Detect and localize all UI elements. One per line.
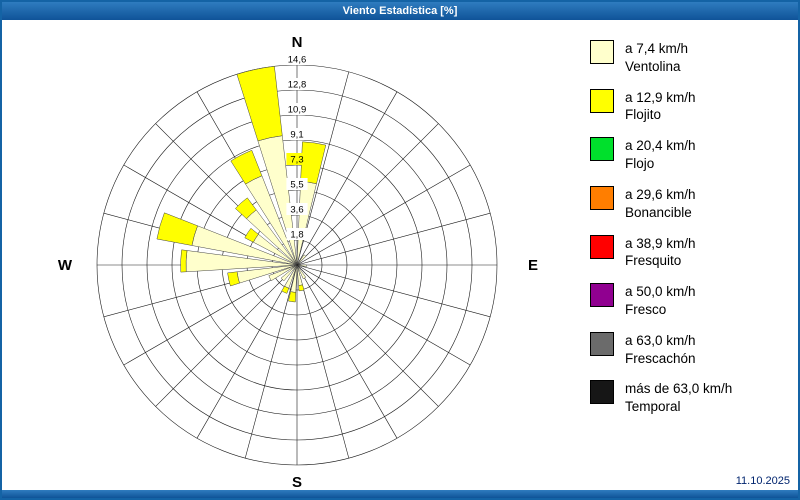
legend-item: a 12,9 km/h Flojito: [590, 88, 732, 125]
legend-item: a 38,9 km/h Fresquito: [590, 234, 732, 271]
tick-label-bg: [283, 78, 311, 90]
bar-segment-flojito: [180, 249, 188, 273]
window-title: Viento Estadística [%]: [342, 5, 458, 17]
legend-color-swatch: [590, 380, 614, 405]
legend-label: a 29,6 km/h Bonancible: [625, 186, 696, 222]
legend-color-swatch: [590, 283, 614, 308]
legend-name: Bonancible: [625, 204, 692, 220]
radial-tick-labels: 1,8 3,6 5,5 7,3 9,1 10,9 12,8 14,6: [283, 53, 311, 241]
bar-segment-flojito: [235, 197, 257, 220]
legend-speed: a 29,6 km/h: [625, 186, 696, 202]
legend-name: Ventolina: [625, 58, 681, 74]
tick-label: 10,9: [288, 105, 307, 116]
bar-segment-ventolina: [297, 254, 307, 265]
tick-label-bg: [286, 128, 308, 140]
bar-segment-flojito: [298, 284, 305, 292]
bar-segment-flojito: [244, 227, 259, 243]
legend-name: Flojo: [625, 156, 655, 172]
legend-name: Fresco: [625, 301, 667, 317]
bar-segment-flojito: [230, 149, 263, 185]
legend-color-swatch: [590, 185, 614, 210]
legend-speed: a 12,9 km/h: [625, 89, 696, 105]
legend-label: a 7,4 km/h Ventolina: [625, 40, 688, 76]
legend-label: a 12,9 km/h Flojito: [625, 89, 696, 125]
legend-speed: a 20,4 km/h: [625, 138, 696, 154]
bar-segment-flojito: [281, 285, 290, 294]
compass-east: E: [528, 257, 538, 274]
tick-label: 14,6: [288, 55, 307, 66]
tick-label-bg: [286, 228, 308, 240]
legend-label: a 38,9 km/h Fresquito: [625, 235, 696, 271]
legend-item: a 20,4 km/h Flojo: [590, 137, 732, 173]
bottom-bar: [2, 490, 798, 498]
tick-label: 3,6: [290, 205, 303, 216]
bar-segment-ventolina: [296, 181, 317, 265]
bar-segment-flojito: [236, 66, 283, 142]
bar-segment-flojito: [156, 212, 198, 246]
compass-south: S: [292, 474, 302, 491]
wind-rose-chart: 1,8 3,6 5,5 7,3 9,1 10,9 12,8 14,6 N S W E: [58, 34, 538, 491]
tick-label-bg: [283, 103, 311, 115]
legend-name: Fresquito: [625, 253, 682, 269]
legend-speed: a 63,0 km/h: [625, 332, 696, 348]
wind-rose-bars: [156, 66, 327, 303]
legend-item: a 29,6 km/h Bonancible: [590, 185, 732, 222]
legend-speed: más de 63,0 km/h: [625, 381, 733, 397]
legend-name: Flojito: [625, 107, 662, 123]
compass-north: N: [292, 34, 303, 51]
legend-color-swatch: [590, 40, 614, 64]
legend-item: a 63,0 km/h Frescachón: [590, 331, 732, 368]
legend-color-swatch: [590, 137, 614, 162]
bar-segment-flojito: [227, 271, 240, 287]
legend: a 7,4 km/h Ventolina a 12,9 km/h Flojito a 2…: [590, 40, 732, 429]
legend-label: a 63,0 km/h Frescachón: [625, 332, 696, 368]
legend-label: más de 63,0 km/h Temporal: [625, 380, 732, 416]
bar-segment-ventolina: [297, 265, 307, 280]
bar-segment-flojito: [288, 291, 297, 303]
legend-color-swatch: [590, 331, 614, 356]
legend-label: a 20,4 km/h Flojo: [625, 137, 696, 173]
legend-item: más de 63,0 km/h Temporal: [590, 380, 732, 416]
tick-label-bg: [286, 178, 308, 190]
compass-west: W: [58, 257, 73, 274]
tick-label-bg: [283, 53, 311, 65]
legend-item: a 7,4 km/h Ventolina: [590, 40, 732, 76]
legend-color-swatch: [590, 88, 614, 113]
tick-label: 1,8: [290, 230, 303, 241]
tick-label: 7,3: [290, 155, 303, 166]
legend-item: a 50,0 km/h Fresco: [590, 283, 732, 319]
bar-segment-ventolina: [297, 264, 307, 267]
compass-labels: N S W E: [58, 34, 538, 491]
tick-label: 5,5: [290, 180, 303, 191]
legend-name: Frescachón: [625, 350, 696, 366]
legend-label: a 50,0 km/h Fresco: [625, 283, 696, 319]
legend-speed: a 7,4 km/h: [625, 41, 689, 56]
tick-label-bg: [286, 153, 308, 165]
tick-label-bg: [286, 203, 308, 215]
polar-grid: [96, 64, 498, 466]
legend-name: Temporal: [625, 399, 681, 415]
tick-label: 12,8: [288, 80, 307, 91]
legend-color-swatch: [590, 234, 614, 259]
date-label: 11.10.2025: [735, 475, 790, 487]
tick-label: 9,1: [290, 130, 303, 141]
legend-speed: a 38,9 km/h: [625, 235, 696, 251]
legend-speed: a 50,0 km/h: [625, 284, 696, 300]
title-bar: Viento Estadística [%]: [2, 2, 798, 20]
